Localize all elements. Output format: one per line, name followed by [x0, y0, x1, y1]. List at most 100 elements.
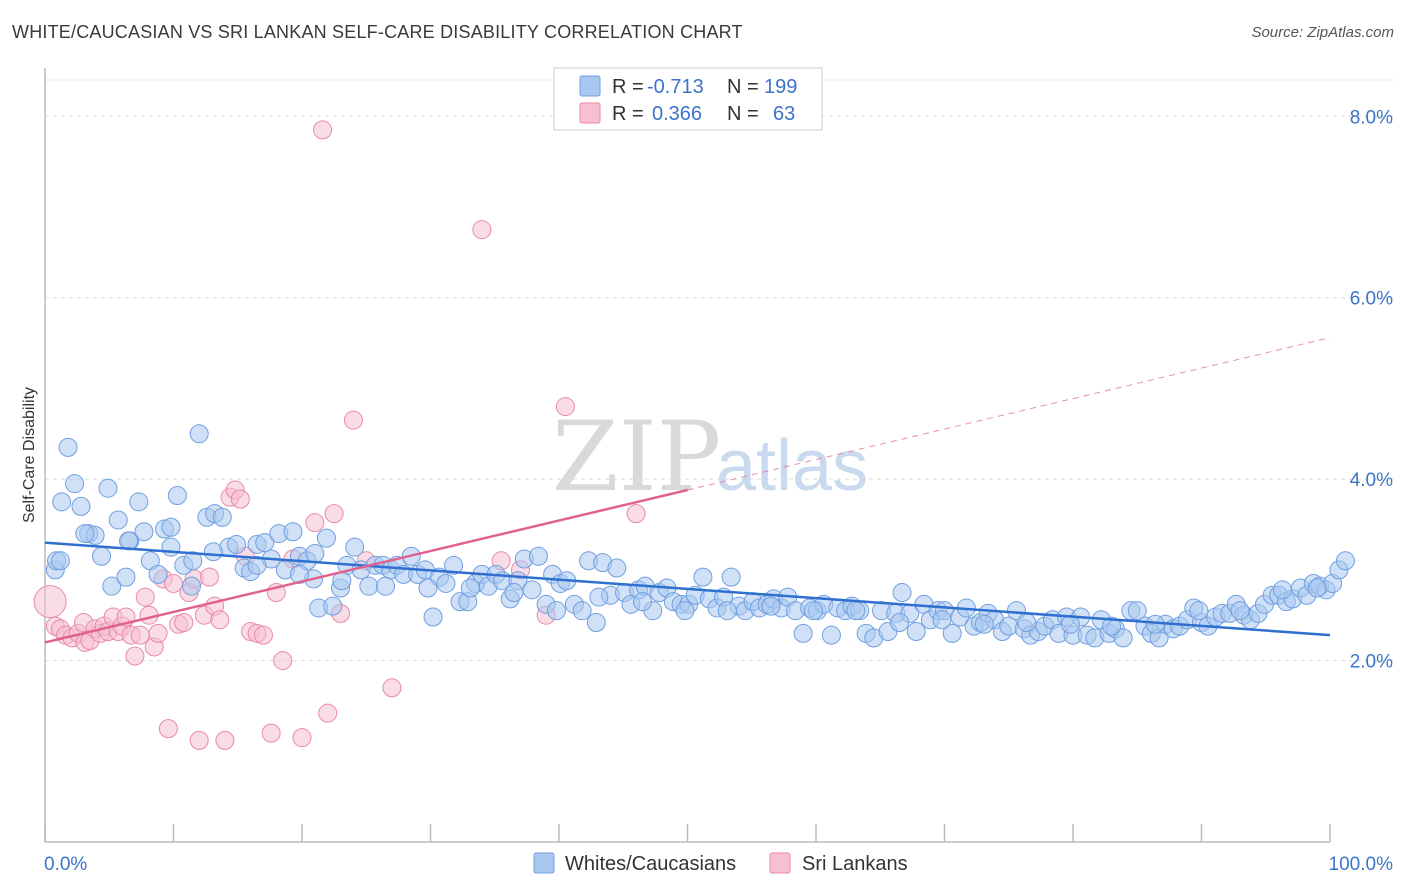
- legend-n-label-whites: N =: [727, 76, 759, 98]
- point-sri-lankans: [125, 646, 145, 666]
- point-sri-lankans: [305, 513, 325, 533]
- point-whites: [546, 601, 566, 621]
- point-whites: [376, 576, 396, 596]
- x-tick-label-max: 100.0%: [1329, 854, 1394, 875]
- point-whites: [58, 437, 78, 457]
- trend-line-whites: [44, 541, 1331, 637]
- point-whites: [167, 485, 187, 505]
- point-whites: [892, 583, 912, 603]
- y-tick-label: 6.0%: [1350, 289, 1393, 310]
- point-sri-lankans: [472, 220, 492, 240]
- point-whites: [183, 551, 203, 571]
- point-whites: [504, 583, 524, 603]
- legend-n-label-srilankans: N =: [727, 103, 759, 125]
- point-whites: [1102, 616, 1122, 636]
- chart-source: Source: ZipAtlas.com: [1251, 24, 1394, 41]
- point-whites: [255, 533, 275, 553]
- point-whites: [528, 546, 548, 566]
- legend-r-value-whites: -0.713: [647, 76, 704, 98]
- y-tick-label: 8.0%: [1350, 107, 1393, 128]
- point-whites: [522, 580, 542, 600]
- point-whites: [161, 517, 181, 537]
- point-whites: [942, 623, 962, 643]
- point-whites: [316, 528, 336, 548]
- point-whites: [108, 510, 128, 530]
- point-whites: [75, 524, 95, 544]
- point-sri-lankans: [199, 567, 219, 587]
- point-whites: [71, 496, 91, 516]
- point-whites: [102, 576, 122, 596]
- point-sri-lankans: [343, 410, 363, 430]
- point-whites: [821, 625, 841, 645]
- point-whites: [1272, 580, 1292, 600]
- point-whites: [52, 492, 72, 512]
- point-whites: [50, 551, 70, 571]
- trend-lines: [44, 337, 1331, 644]
- point-whites: [1113, 628, 1133, 648]
- point-whites: [761, 596, 781, 616]
- point-sri-lankans: [253, 625, 273, 645]
- legend-n-value-whites: 199: [764, 76, 797, 98]
- point-whites: [161, 537, 181, 557]
- point-whites: [846, 601, 866, 621]
- point-whites: [460, 578, 480, 598]
- point-whites: [65, 474, 85, 494]
- point-whites: [436, 573, 456, 593]
- legend-bottom-swatch-whites: [533, 852, 555, 874]
- point-whites: [305, 544, 325, 564]
- point-whites: [134, 522, 154, 542]
- point-sri-lankans: [33, 585, 67, 619]
- trend-line-sri-lankans: [44, 488, 688, 644]
- point-whites: [129, 492, 149, 512]
- point-whites: [589, 587, 609, 607]
- point-whites: [607, 558, 627, 578]
- x-tick-label-min: 0.0%: [44, 854, 87, 875]
- legend-bottom-swatch-srilankans: [769, 852, 791, 874]
- point-whites: [189, 424, 209, 444]
- point-sri-lankans: [273, 651, 293, 671]
- y-tick-label: 4.0%: [1350, 470, 1393, 491]
- point-sri-lankans: [135, 587, 155, 607]
- point-sri-lankans: [158, 719, 178, 739]
- legend-r-value-srilankans: 0.366: [652, 103, 702, 125]
- point-whites: [721, 567, 741, 587]
- legend-swatch-srilankans: [579, 102, 601, 124]
- point-whites: [1127, 601, 1147, 621]
- point-sri-lankans: [313, 120, 333, 140]
- point-whites: [1189, 601, 1209, 621]
- point-sri-lankans: [189, 730, 209, 750]
- point-whites: [289, 564, 309, 584]
- legend-swatch-whites: [579, 75, 601, 97]
- point-sri-lankans: [174, 612, 194, 632]
- legend-bottom-label-srilankans: Sri Lankans: [802, 853, 908, 875]
- point-sri-lankans: [148, 623, 168, 643]
- point-whites: [323, 596, 343, 616]
- point-whites: [423, 607, 443, 627]
- y-tick-labels: 2.0% 4.0% 6.0% 8.0%: [1350, 107, 1393, 672]
- point-whites: [116, 567, 136, 587]
- point-whites: [283, 522, 303, 542]
- point-whites: [1230, 601, 1250, 621]
- point-whites: [1335, 551, 1355, 571]
- watermark-atlas: atlas: [716, 426, 868, 506]
- legend-r-label-whites: R =: [612, 76, 644, 98]
- point-sri-lankans: [261, 723, 281, 743]
- point-whites: [444, 555, 464, 575]
- point-sri-lankans: [210, 610, 230, 630]
- point-sri-lankans: [626, 504, 646, 524]
- watermark-zip: ZIP: [552, 401, 721, 513]
- point-sri-lankans: [318, 703, 338, 723]
- point-whites: [803, 601, 823, 621]
- y-tick-label: 2.0%: [1350, 652, 1393, 673]
- point-sri-lankans: [215, 730, 235, 750]
- axes: [44, 68, 1331, 843]
- point-sri-lankans: [230, 489, 250, 509]
- point-whites: [906, 622, 926, 642]
- point-whites: [212, 507, 232, 527]
- point-whites: [148, 564, 168, 584]
- y-axis-label: Self-Care Disability: [21, 387, 38, 523]
- point-whites: [633, 592, 653, 612]
- point-whites: [675, 601, 695, 621]
- point-whites: [1017, 612, 1037, 632]
